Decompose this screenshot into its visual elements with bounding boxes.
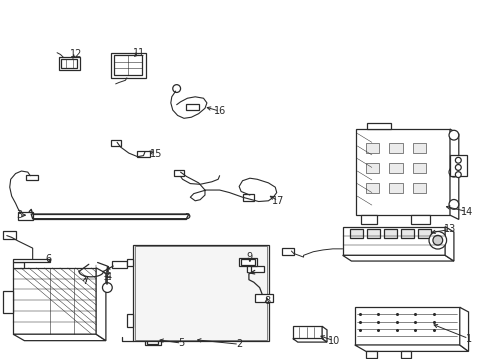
Polygon shape [413,143,426,153]
Polygon shape [418,229,432,238]
Polygon shape [13,262,24,268]
Polygon shape [390,183,403,193]
Circle shape [433,235,442,245]
Text: 17: 17 [272,196,284,206]
Polygon shape [367,229,380,238]
Polygon shape [145,338,161,345]
Polygon shape [367,123,392,129]
Polygon shape [450,155,467,176]
Polygon shape [413,163,426,173]
Polygon shape [355,307,460,345]
Text: 11: 11 [132,48,145,58]
Circle shape [449,167,459,177]
Text: 16: 16 [214,106,226,116]
Polygon shape [127,315,133,327]
Polygon shape [411,215,431,224]
Polygon shape [355,345,468,351]
Polygon shape [293,338,327,342]
Text: 4: 4 [105,272,111,282]
Circle shape [173,85,181,93]
Polygon shape [58,57,80,69]
Polygon shape [114,55,143,75]
Polygon shape [137,150,150,157]
Circle shape [449,130,459,140]
Polygon shape [96,268,106,341]
Polygon shape [366,163,379,173]
Polygon shape [13,259,50,262]
Text: 6: 6 [46,254,52,264]
Polygon shape [460,307,468,351]
Text: 1: 1 [466,333,471,343]
Text: 13: 13 [444,225,456,234]
Polygon shape [343,255,454,261]
Polygon shape [13,268,96,334]
Polygon shape [366,183,379,193]
Circle shape [455,172,461,177]
Polygon shape [350,229,363,238]
Text: 3: 3 [17,210,23,220]
Polygon shape [112,261,127,268]
Polygon shape [147,338,158,344]
Polygon shape [127,259,133,266]
Polygon shape [366,143,379,153]
Text: 5: 5 [178,338,185,348]
Text: 15: 15 [150,149,162,159]
Polygon shape [322,326,327,342]
Circle shape [455,165,461,170]
Polygon shape [390,143,403,153]
Polygon shape [255,294,273,302]
Polygon shape [3,231,16,239]
Text: 14: 14 [461,207,473,217]
Circle shape [102,283,112,292]
Polygon shape [239,258,257,266]
Polygon shape [413,183,426,193]
Polygon shape [445,226,454,261]
Polygon shape [18,212,33,220]
Polygon shape [401,229,415,238]
Text: 9: 9 [247,252,253,262]
Polygon shape [241,259,255,265]
Text: 12: 12 [71,49,83,59]
Polygon shape [366,351,377,357]
Polygon shape [384,229,397,238]
Polygon shape [186,104,198,111]
Polygon shape [450,129,459,220]
Polygon shape [361,215,377,224]
Polygon shape [390,163,403,173]
Polygon shape [243,194,254,201]
Polygon shape [61,59,77,68]
Text: 8: 8 [264,296,270,306]
Polygon shape [111,53,147,78]
Polygon shape [26,175,38,180]
Circle shape [449,199,459,209]
Circle shape [429,231,446,249]
Polygon shape [3,291,13,313]
Polygon shape [343,226,445,255]
Text: 2: 2 [236,339,242,349]
Bar [135,246,267,340]
Polygon shape [356,129,450,215]
Circle shape [455,157,461,163]
Polygon shape [111,140,121,146]
Polygon shape [13,334,106,341]
Bar [133,244,270,341]
Polygon shape [174,170,184,176]
Polygon shape [401,351,411,357]
Text: 10: 10 [328,336,340,346]
Polygon shape [282,248,294,255]
Polygon shape [293,326,322,338]
Polygon shape [251,266,264,272]
Text: 7: 7 [82,276,88,286]
